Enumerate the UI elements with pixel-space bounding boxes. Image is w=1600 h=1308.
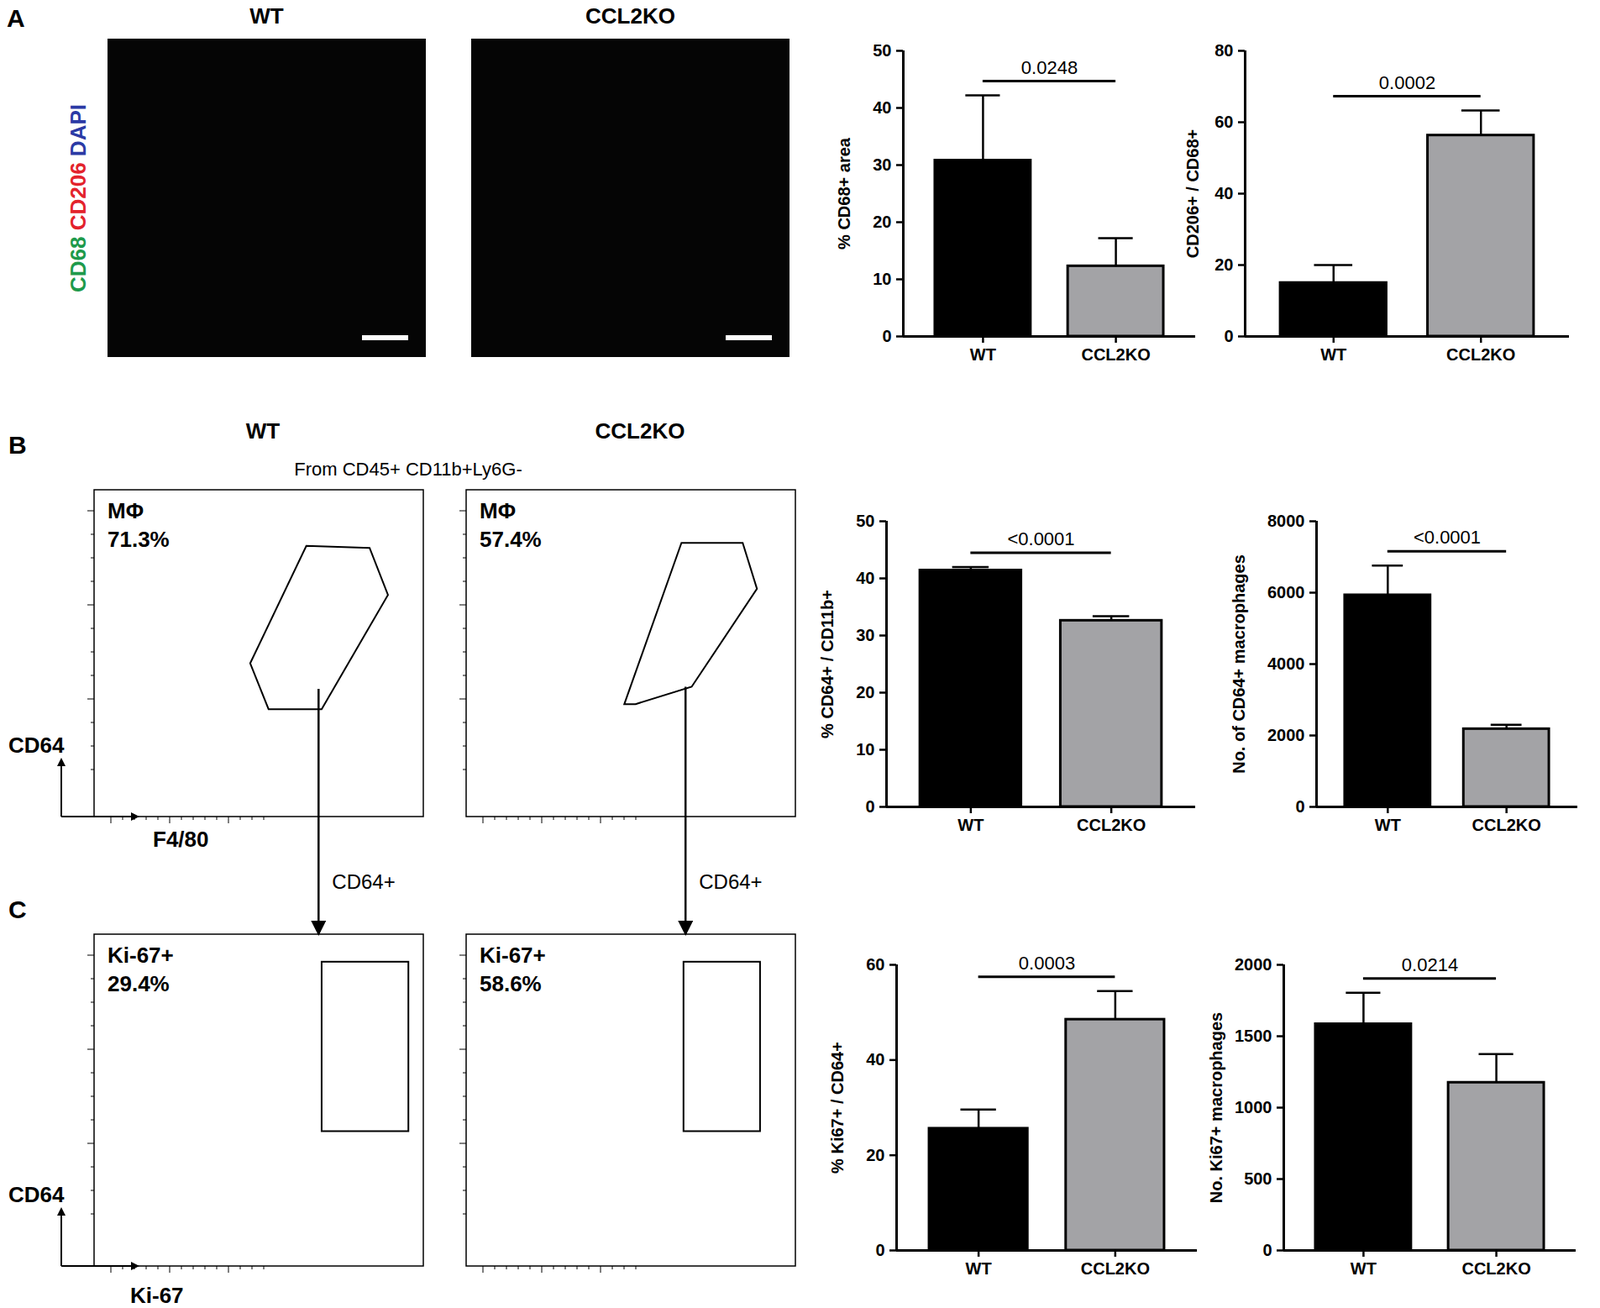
svg-text:0: 0 <box>881 326 892 346</box>
svg-text:2000: 2000 <box>1234 954 1273 974</box>
svg-text:CCL2KO: CCL2KO <box>1461 1259 1531 1278</box>
svg-text:2000: 2000 <box>1267 725 1306 745</box>
svg-text:F4/80: F4/80 <box>152 826 210 852</box>
svg-text:% CD64+ / CD11b+: % CD64+ / CD11b+ <box>818 589 837 739</box>
svg-text:WT: WT <box>249 3 284 29</box>
svg-text:CCL2KO: CCL2KO <box>585 3 676 29</box>
svg-text:0.0214: 0.0214 <box>1401 954 1459 976</box>
svg-text:20: 20 <box>872 212 892 231</box>
svg-text:CCL2KO: CCL2KO <box>1076 815 1146 835</box>
svg-text:30: 30 <box>855 625 875 645</box>
svg-text:0: 0 <box>865 797 875 816</box>
svg-text:<0.0001: <0.0001 <box>1413 526 1481 548</box>
svg-text:71.3%: 71.3% <box>107 526 170 552</box>
svg-text:0.0002: 0.0002 <box>1379 72 1436 94</box>
svg-text:WT: WT <box>957 815 984 835</box>
svg-text:20: 20 <box>865 1145 885 1165</box>
svg-text:From CD45+ CD11b+Ly6G-: From CD45+ CD11b+Ly6G- <box>293 458 522 480</box>
svg-text:CD206+ / CD68+: CD206+ / CD68+ <box>1183 129 1202 258</box>
svg-text:40: 40 <box>865 1049 885 1069</box>
svg-text:1000: 1000 <box>1234 1097 1273 1117</box>
svg-text:40: 40 <box>855 568 875 588</box>
svg-text:WT: WT <box>970 345 997 364</box>
svg-text:B: B <box>8 430 27 459</box>
svg-text:CCL2KO: CCL2KO <box>1080 1259 1150 1278</box>
svg-text:A: A <box>6 4 26 32</box>
svg-text:CD64+: CD64+ <box>331 870 395 893</box>
svg-text:1500: 1500 <box>1234 1026 1273 1045</box>
svg-text:Ki-67+: Ki-67+ <box>479 942 546 968</box>
svg-text:40: 40 <box>1214 183 1233 203</box>
svg-text:CCL2KO: CCL2KO <box>1080 345 1150 364</box>
svg-text:60: 60 <box>865 954 885 974</box>
svg-text:CD68 CD206 DAPI: CD68 CD206 DAPI <box>65 104 91 293</box>
svg-text:8000: 8000 <box>1267 511 1306 530</box>
svg-text:57.4%: 57.4% <box>479 526 542 552</box>
svg-text:No. Ki67+ macrophages: No. Ki67+ macrophages <box>1206 1012 1226 1203</box>
svg-text:58.6%: 58.6% <box>479 970 542 997</box>
svg-text:% Ki67+ / CD64+: % Ki67+ / CD64+ <box>828 1041 847 1174</box>
svg-text:50: 50 <box>855 511 875 530</box>
svg-text:CCL2KO: CCL2KO <box>1472 815 1542 835</box>
svg-text:500: 500 <box>1243 1169 1272 1188</box>
svg-text:10: 10 <box>872 269 892 289</box>
svg-text:0.0003: 0.0003 <box>1018 952 1076 974</box>
svg-text:50: 50 <box>872 41 892 60</box>
svg-text:WT: WT <box>246 418 281 444</box>
svg-text:MΦ: MΦ <box>107 498 144 524</box>
svg-text:C: C <box>8 895 27 924</box>
svg-text:% CD68+ area: % CD68+ area <box>834 136 854 250</box>
svg-text:CCL2KO: CCL2KO <box>595 418 686 444</box>
svg-text:CD64+: CD64+ <box>698 870 762 893</box>
svg-text:4000: 4000 <box>1267 654 1306 673</box>
svg-text:WT: WT <box>1320 345 1347 364</box>
svg-text:40: 40 <box>872 98 892 117</box>
svg-text:Ki-67+: Ki-67+ <box>107 942 174 968</box>
svg-text:60: 60 <box>1214 112 1233 132</box>
svg-text:Ki-67: Ki-67 <box>130 1282 184 1308</box>
svg-text:0: 0 <box>1262 1240 1272 1260</box>
svg-text:WT: WT <box>1350 1259 1377 1278</box>
svg-text:20: 20 <box>1214 255 1233 274</box>
svg-text:MΦ: MΦ <box>479 498 516 524</box>
svg-text:30: 30 <box>872 155 892 174</box>
svg-text:WT: WT <box>1374 815 1401 835</box>
svg-text:CCL2KO: CCL2KO <box>1446 345 1516 364</box>
svg-text:80: 80 <box>1214 41 1233 60</box>
svg-text:29.4%: 29.4% <box>107 970 170 997</box>
svg-text:WT: WT <box>965 1259 992 1278</box>
svg-text:0: 0 <box>1223 326 1233 346</box>
svg-text:20: 20 <box>855 682 875 702</box>
svg-text:CD64: CD64 <box>8 1181 65 1207</box>
svg-text:0: 0 <box>1295 797 1305 816</box>
svg-text:6000: 6000 <box>1267 582 1306 602</box>
svg-text:10: 10 <box>855 739 875 759</box>
svg-text:0: 0 <box>875 1240 885 1260</box>
svg-text:<0.0001: <0.0001 <box>1007 528 1075 550</box>
svg-text:No. of CD64+ macrophages: No. of CD64+ macrophages <box>1229 554 1249 774</box>
svg-text:CD64: CD64 <box>8 732 65 758</box>
svg-text:0.0248: 0.0248 <box>1021 57 1078 79</box>
